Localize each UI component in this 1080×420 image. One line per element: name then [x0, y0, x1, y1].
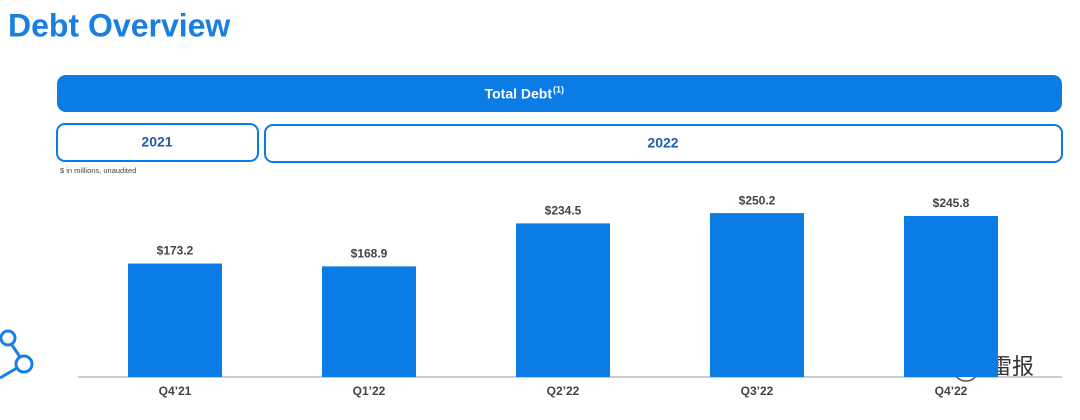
x-tick-label: Q2’22 [547, 384, 580, 398]
deco-icon [0, 329, 34, 380]
value-label: $173.2 [157, 244, 194, 258]
x-tick-label: Q4’22 [935, 384, 968, 398]
period-label: 2021 [141, 134, 172, 150]
period-label: 2022 [647, 135, 678, 151]
note: $ in millions, unaudited [60, 166, 136, 175]
x-tick-label: Q3’22 [741, 384, 774, 398]
banner-superscript: (1) [553, 84, 564, 94]
slide-title: Debt Overview [8, 7, 230, 43]
period-box [56, 123, 259, 162]
value-label: $168.9 [351, 247, 388, 261]
bar [322, 266, 416, 377]
value-label: $245.8 [933, 196, 970, 210]
bar [516, 223, 610, 377]
x-tick-label: Q1’22 [353, 384, 386, 398]
bar [710, 213, 804, 377]
value-label: $250.2 [739, 193, 776, 207]
value-label: $234.5 [545, 204, 582, 218]
bar [128, 263, 222, 377]
period-box [264, 124, 1063, 163]
banner [57, 75, 1062, 112]
banner-text: Total Debt [485, 86, 553, 102]
x-tick-label: Q4’21 [159, 384, 192, 398]
bar [904, 216, 998, 377]
